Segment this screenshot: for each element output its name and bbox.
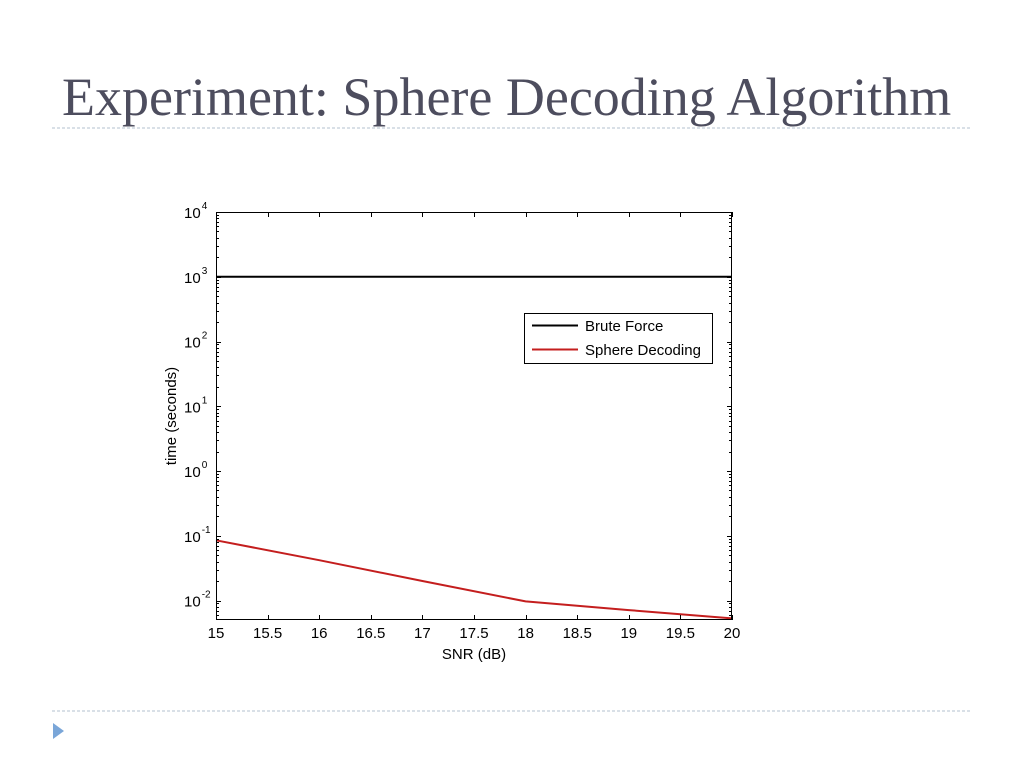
x-tick-label: 18.5 bbox=[563, 625, 592, 642]
y-tick-label: 104 bbox=[184, 201, 208, 222]
legend-label-sphere-decoding: Sphere Decoding bbox=[585, 342, 701, 359]
x-tick-label: 16.5 bbox=[356, 625, 385, 642]
y-tick-label-exponent: 2 bbox=[202, 331, 208, 342]
x-tick-label: 15 bbox=[208, 625, 225, 642]
tick-labels: 15 15.5 16 16.5 17 17.5 18 18.5 19 19.5 2010-210-1… bbox=[184, 201, 740, 642]
y-tick-label: 10-2 bbox=[184, 590, 211, 611]
axes-box bbox=[216, 212, 732, 620]
triangle-bullet-icon bbox=[53, 723, 64, 739]
y-tick-label-base: 10 bbox=[184, 399, 201, 416]
x-tick-label: 20 bbox=[724, 625, 741, 642]
triangle-bullet-shape bbox=[53, 723, 64, 739]
legend-label-brute-force: Brute Force bbox=[585, 318, 663, 335]
x-tick-label: 19 bbox=[620, 625, 637, 642]
x-tick-label: 18 bbox=[517, 625, 534, 642]
sphere-decoding-chart: 15 15.5 16 16.5 17 17.5 18 18.5 19 19.5 2010-210-1… bbox=[163, 201, 740, 663]
y-tick-label-base: 10 bbox=[184, 529, 201, 546]
series-group bbox=[215, 275, 733, 620]
y-tick-label-base: 10 bbox=[184, 594, 201, 611]
footer-divider bbox=[52, 710, 972, 712]
y-tick-label-exponent: 0 bbox=[202, 460, 208, 471]
y-tick-label-exponent: 3 bbox=[202, 266, 208, 277]
x-axis-label: SNR (dB) bbox=[442, 646, 506, 663]
x-tick-label: 17.5 bbox=[459, 625, 488, 642]
legend-box bbox=[524, 313, 713, 364]
y-tick-label-base: 10 bbox=[184, 270, 201, 287]
y-tick-label-exponent: -2 bbox=[202, 590, 211, 601]
slide-title: Experiment: Sphere Decoding Algorithm bbox=[62, 67, 952, 127]
y-tick-label: 100 bbox=[184, 460, 208, 481]
y-tick-label: 102 bbox=[184, 331, 208, 352]
y-tick-label: 10-1 bbox=[184, 525, 211, 546]
y-tick-label-exponent: -1 bbox=[202, 525, 211, 536]
y-tick-label-exponent: 4 bbox=[202, 201, 208, 212]
y-tick-label-exponent: 1 bbox=[202, 395, 208, 406]
plot-area bbox=[216, 212, 732, 620]
y-axis-label: time (seconds) bbox=[163, 367, 180, 465]
x-tick-label: 16 bbox=[311, 625, 328, 642]
x-tick-label: 19.5 bbox=[666, 625, 695, 642]
y-tick-label: 103 bbox=[184, 266, 208, 287]
x-tick-label: 17 bbox=[414, 625, 431, 642]
y-tick-label-base: 10 bbox=[184, 205, 201, 222]
title-divider bbox=[52, 127, 972, 129]
series-line-sphere-decoding bbox=[215, 539, 733, 620]
y-tick-label-base: 10 bbox=[184, 335, 201, 352]
x-tick-label: 15.5 bbox=[253, 625, 282, 642]
legend: Brute Force Sphere Decoding bbox=[524, 313, 713, 364]
y-tick-label: 101 bbox=[184, 395, 208, 416]
y-tick-label-base: 10 bbox=[184, 464, 201, 481]
